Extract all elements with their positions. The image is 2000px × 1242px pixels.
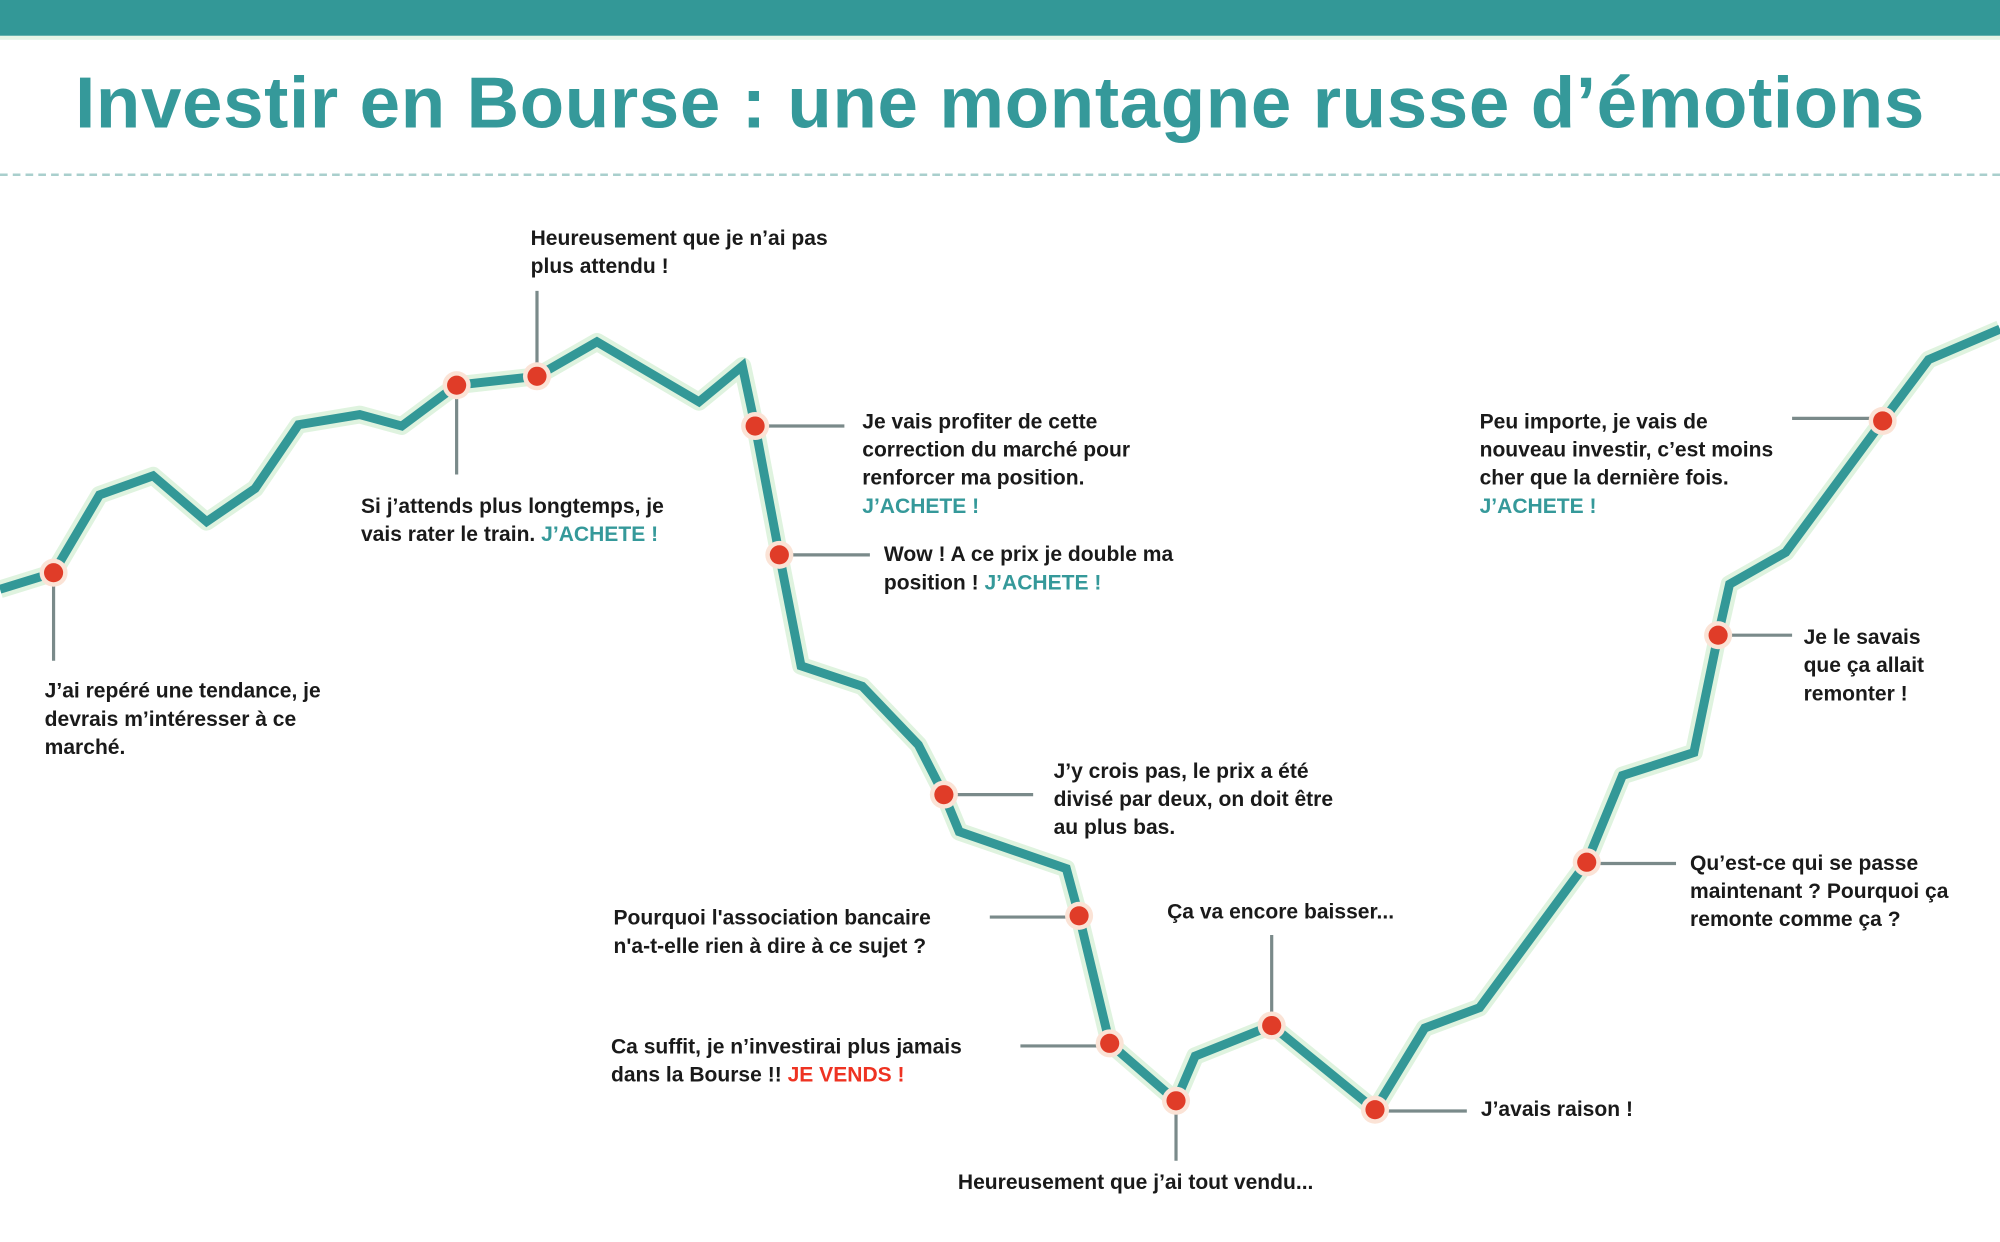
emotion-point	[1365, 1100, 1385, 1120]
annotation-line: J’ai repéré une tendance, je	[44, 679, 321, 703]
annotation-line: que ça allait	[1803, 654, 1925, 678]
emotion-points	[39, 362, 1897, 1124]
annotation-sell: Ca suffit, je n’investirai plus jamais d…	[611, 1033, 962, 1089]
dashed-divider	[0, 173, 2000, 177]
annotation-double: Wow ! A ce prix je double ma position ! …	[884, 541, 1173, 597]
annotation-relief-top: Heureusement que je n’ai pas plus attend…	[531, 224, 828, 280]
annotation-reinvest: Peu importe, je vais de nouveau investir…	[1480, 408, 1774, 520]
annotation-bank: Pourquoi l'association bancaire n'a-t-el…	[614, 904, 931, 960]
annotation-was-right: J’avais raison !	[1481, 1096, 1633, 1124]
leader-lines	[51, 290, 1873, 1161]
emotion-point	[1873, 411, 1893, 431]
annotation-knew-it: Je le savais que ça allait remonter !	[1804, 624, 1924, 708]
annotation-rising: Qu’est-ce qui se passe maintenant ? Pour…	[1690, 849, 1948, 933]
annotation-line: Heureusement que j’ai tout vendu...	[957, 1170, 1314, 1194]
annotation-line: Je vais profiter de cette	[862, 410, 1098, 434]
annotation-line: J’y crois pas, le prix a été	[1053, 760, 1309, 784]
annotation-line: dans la Bourse !! JE VENDS !	[611, 1061, 962, 1089]
emotion-point	[745, 416, 765, 436]
annotation-trend: J’ai repéré une tendance, je devrais m’i…	[45, 677, 321, 761]
annotation-line: Peu importe, je vais de	[1479, 410, 1708, 434]
annotation-line: maintenant ? Pourquoi ça	[1690, 880, 1949, 904]
annotation-halved: J’y crois pas, le prix a été divisé par …	[1054, 758, 1334, 842]
sell-label: JE VENDS !	[787, 1063, 905, 1087]
annotation-line: cher que la dernière fois.	[1479, 466, 1729, 490]
emotion-point	[1100, 1033, 1120, 1053]
annotation-line: Pourquoi l'association bancaire	[613, 906, 931, 930]
annotation-line: n'a-t-elle rien à dire à ce sujet ?	[613, 934, 927, 958]
page-title: Investir en Bourse : une montagne russe …	[75, 62, 1925, 145]
annotation-line: Ça va encore baisser...	[1167, 900, 1395, 924]
annotation-line: divisé par deux, on doit être	[1053, 788, 1334, 812]
buy-label: J’ACHETE !	[1479, 494, 1597, 518]
annotation-line: correction du marché pour	[862, 438, 1131, 462]
annotation-line: Je le savais	[1803, 626, 1921, 650]
annotation-text: dans la Bourse !!	[610, 1063, 782, 1087]
annotation-line: devrais m’intéresser à ce	[44, 707, 297, 731]
annotation-text: position !	[883, 571, 979, 595]
buy-label: J’ACHETE !	[541, 522, 659, 546]
emotion-point	[934, 785, 954, 805]
emotion-point	[44, 563, 64, 583]
annotation-line: position ! J’ACHETE !	[884, 569, 1173, 597]
buy-label: J’ACHETE !	[862, 494, 980, 518]
annotation-fomo: Si j’attends plus longtemps, je vais rat…	[361, 492, 664, 548]
annotation-line: plus attendu !	[530, 255, 669, 279]
emotion-point	[1708, 625, 1728, 645]
emotion-point	[1577, 852, 1597, 872]
annotation-line: vais rater le train. J’ACHETE !	[361, 520, 664, 548]
annotation-line: remonte comme ça ?	[1690, 908, 1901, 932]
annotation-line: J’avais raison !	[1480, 1098, 1633, 1122]
emotion-point	[1069, 906, 1089, 926]
annotation-sold-all: Heureusement que j’ai tout vendu...	[958, 1168, 1314, 1196]
annotation-line: Wow ! A ce prix je double ma	[883, 543, 1174, 567]
annotation-correction: Je vais profiter de cette correction du …	[862, 408, 1130, 520]
annotation-text: vais rater le train.	[360, 522, 536, 546]
annotation-line: remonter !	[1803, 682, 1908, 706]
emotion-point	[447, 375, 467, 395]
annotation-line: au plus bas.	[1053, 816, 1176, 840]
annotation-line: nouveau investir, c’est moins	[1479, 438, 1774, 462]
annotation-still-falling: Ça va encore baisser...	[1167, 898, 1394, 926]
emotion-point	[1166, 1091, 1186, 1111]
annotation-line: Heureusement que je n’ai pas	[530, 227, 828, 250]
emotion-point	[769, 545, 789, 565]
annotation-line: marché.	[44, 735, 126, 759]
annotation-line: Ca suffit, je n’investirai plus jamais	[610, 1035, 962, 1059]
emotion-point	[527, 366, 547, 386]
top-banner	[0, 0, 2000, 40]
buy-label: J’ACHETE !	[984, 571, 1102, 595]
emotion-point	[1262, 1015, 1282, 1036]
annotation-line: Si j’attends plus longtemps, je	[360, 494, 664, 518]
annotation-line: renforcer ma position.	[862, 466, 1085, 490]
annotation-line: Qu’est-ce qui se passe	[1690, 852, 1919, 875]
